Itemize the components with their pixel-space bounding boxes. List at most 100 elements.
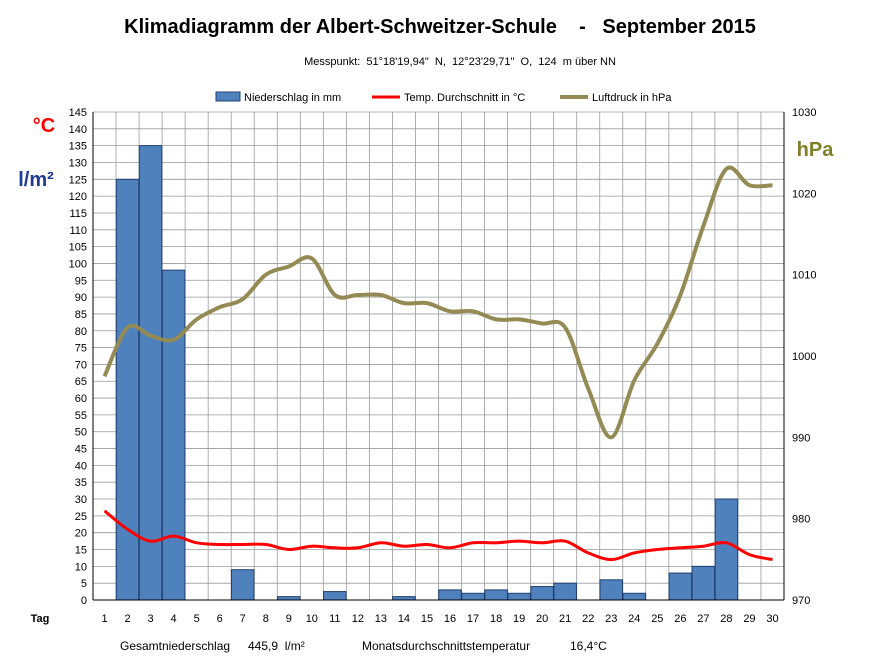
y-left-tick-label: 75 (75, 343, 87, 355)
legend-entry-label: Luftdruck in hPa (592, 92, 672, 104)
unit-temp-label: °C (33, 115, 55, 137)
y-right-tick-label: 1030 (792, 107, 816, 119)
x-tick-label: 12 (352, 613, 364, 625)
x-tick-label: 24 (628, 613, 640, 625)
precip-bar (507, 592, 531, 601)
y-right-tick-label: 1020 (792, 188, 816, 200)
x-tick-label: 16 (444, 613, 456, 625)
x-tick-label: 21 (559, 613, 571, 625)
precip-bar (161, 269, 186, 601)
y-left-tick-label: 140 (69, 124, 87, 136)
y-left-tick-label: 85 (75, 309, 87, 321)
y-left-tick-label: 45 (75, 444, 87, 456)
precip-bar (599, 579, 624, 601)
x-tick-label: 30 (766, 613, 778, 625)
tick-labels: 0510152025303540455055606570758085909510… (69, 107, 817, 625)
precip-bar (323, 591, 347, 601)
x-tick-label: 19 (513, 613, 525, 625)
temperature-line (103, 509, 773, 562)
y-left-tick-label: 20 (75, 528, 87, 540)
y-left-tick-label: 120 (69, 191, 87, 203)
x-tick-label: 5 (194, 613, 200, 625)
y-left-tick-label: 80 (75, 326, 87, 338)
x-tick-label: 28 (720, 613, 732, 625)
y-left-tick-label: 50 (75, 427, 87, 439)
x-tick-label: 7 (240, 613, 246, 625)
y-left-tick-label: 40 (75, 460, 87, 472)
x-tick-label: 26 (674, 613, 686, 625)
x-tick-label: 10 (306, 613, 318, 625)
y-left-tick-label: 100 (69, 258, 87, 270)
y-left-tick-label: 90 (75, 292, 87, 304)
y-left-tick-label: 110 (69, 225, 87, 237)
y-left-tick-label: 0 (81, 595, 87, 607)
y-left-tick-label: 55 (75, 410, 87, 422)
precip-bar (622, 592, 647, 601)
x-tick-label: 20 (536, 613, 548, 625)
precip-bar (392, 596, 416, 601)
y-left-tick-label: 95 (75, 275, 87, 287)
x-tick-label: 4 (171, 613, 177, 625)
y-right-tick-label: 990 (792, 432, 810, 444)
x-axis-label: Tag (31, 613, 50, 625)
precip-bar (138, 145, 163, 601)
series-lines (102, 165, 773, 562)
precip-bar (691, 565, 716, 601)
x-tick-label: 2 (124, 613, 130, 625)
x-tick-label: 18 (490, 613, 502, 625)
legend-entry-label: Temp. Durchschnitt in °C (404, 92, 525, 104)
precip-bar (276, 596, 301, 601)
y-left-tick-label: 135 (69, 141, 87, 153)
x-tick-label: 17 (467, 613, 479, 625)
y-left-tick-label: 105 (69, 242, 87, 254)
precip-bar (484, 589, 508, 601)
footer-total-value: 445,9 l/m² (248, 639, 305, 653)
precip-bar (668, 572, 693, 601)
y-left-tick-label: 30 (75, 494, 87, 506)
x-tick-label: 1 (101, 613, 107, 625)
y-left-tick-label: 70 (75, 359, 87, 371)
y-left-tick-label: 125 (69, 174, 87, 186)
y-right-tick-label: 970 (792, 595, 810, 607)
precip-bar (115, 178, 140, 601)
precip-bar (714, 498, 739, 601)
legend-entry-label: Niederschlag in mm (244, 92, 341, 104)
y-right-tick-label: 1000 (792, 351, 816, 363)
y-left-tick-label: 5 (81, 578, 87, 590)
precip-bar (230, 569, 255, 601)
x-tick-label: 23 (605, 613, 617, 625)
x-tick-label: 14 (398, 613, 410, 625)
y-left-tick-label: 25 (75, 511, 87, 523)
precip-bar (461, 592, 485, 601)
x-tick-label: 15 (421, 613, 433, 625)
precipitation-bars (115, 145, 739, 601)
y-left-tick-label: 65 (75, 376, 87, 388)
y-right-tick-label: 980 (792, 514, 810, 526)
y-left-tick-label: 10 (75, 561, 87, 573)
x-tick-label: 25 (651, 613, 663, 625)
pressure-line (102, 165, 773, 440)
x-tick-label: 6 (217, 613, 223, 625)
x-tick-label: 13 (375, 613, 387, 625)
x-tick-label: 3 (148, 613, 154, 625)
x-tick-label: 9 (286, 613, 292, 625)
y-left-tick-label: 130 (69, 157, 87, 169)
axes (92, 112, 785, 601)
precip-bar (438, 589, 462, 601)
legend: Niederschlag in mm Temp. Durchschnitt in … (215, 91, 672, 104)
y-left-tick-label: 145 (69, 107, 87, 119)
x-tick-label: 29 (743, 613, 755, 625)
y-left-tick-label: 35 (75, 477, 87, 489)
grid (92, 111, 785, 601)
chart-title: Klimadiagramm der Albert-Schweitzer-Schu… (124, 16, 756, 38)
legend-swatch-precip (215, 91, 241, 102)
footer-total-label: Gesamtniederschlag (120, 639, 230, 653)
y-left-tick-label: 15 (75, 545, 87, 557)
y-left-tick-label: 60 (75, 393, 87, 405)
y-left-tick-label: 115 (69, 208, 87, 220)
unit-pressure-label: hPa (797, 139, 835, 161)
x-tick-label: 11 (329, 613, 340, 625)
x-tick-label: 27 (697, 613, 709, 625)
precip-bar (530, 586, 554, 601)
